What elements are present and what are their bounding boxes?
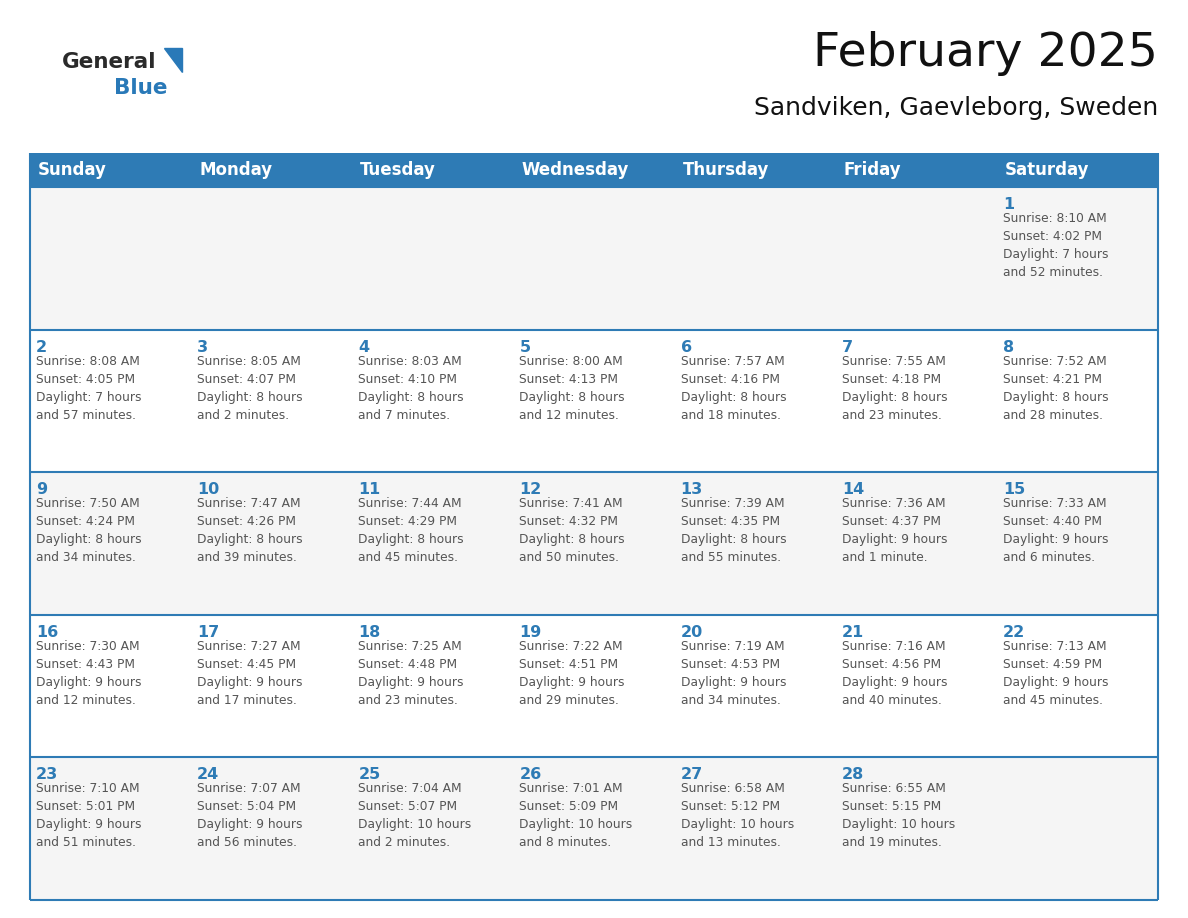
Text: 27: 27 <box>681 767 703 782</box>
Text: Blue: Blue <box>114 78 168 98</box>
Text: Sunrise: 7:36 AM
Sunset: 4:37 PM
Daylight: 9 hours
and 1 minute.: Sunrise: 7:36 AM Sunset: 4:37 PM Dayligh… <box>842 498 947 565</box>
Bar <box>30 472 1158 615</box>
Text: 12: 12 <box>519 482 542 498</box>
Text: 5: 5 <box>519 340 531 354</box>
Text: 25: 25 <box>359 767 380 782</box>
Text: Sunrise: 7:01 AM
Sunset: 5:09 PM
Daylight: 10 hours
and 8 minutes.: Sunrise: 7:01 AM Sunset: 5:09 PM Dayligh… <box>519 782 633 849</box>
Text: Sunrise: 7:16 AM
Sunset: 4:56 PM
Daylight: 9 hours
and 40 minutes.: Sunrise: 7:16 AM Sunset: 4:56 PM Dayligh… <box>842 640 947 707</box>
Bar <box>30 615 1158 757</box>
Text: Sunrise: 8:08 AM
Sunset: 4:05 PM
Daylight: 7 hours
and 57 minutes.: Sunrise: 8:08 AM Sunset: 4:05 PM Dayligh… <box>36 354 141 421</box>
Text: 8: 8 <box>1003 340 1015 354</box>
Text: 10: 10 <box>197 482 220 498</box>
Text: 15: 15 <box>1003 482 1025 498</box>
Text: 14: 14 <box>842 482 864 498</box>
Text: 16: 16 <box>36 625 58 640</box>
Bar <box>30 153 1158 187</box>
Text: 1: 1 <box>1003 197 1015 212</box>
Text: 9: 9 <box>36 482 48 498</box>
Text: Sunrise: 8:10 AM
Sunset: 4:02 PM
Daylight: 7 hours
and 52 minutes.: Sunrise: 8:10 AM Sunset: 4:02 PM Dayligh… <box>1003 212 1108 279</box>
Text: Sunday: Sunday <box>38 161 107 179</box>
Polygon shape <box>164 48 182 72</box>
Text: Sunrise: 7:04 AM
Sunset: 5:07 PM
Daylight: 10 hours
and 2 minutes.: Sunrise: 7:04 AM Sunset: 5:07 PM Dayligh… <box>359 782 472 849</box>
Text: Sunrise: 8:00 AM
Sunset: 4:13 PM
Daylight: 8 hours
and 12 minutes.: Sunrise: 8:00 AM Sunset: 4:13 PM Dayligh… <box>519 354 625 421</box>
Bar <box>30 187 1158 330</box>
Text: Sunrise: 7:39 AM
Sunset: 4:35 PM
Daylight: 8 hours
and 55 minutes.: Sunrise: 7:39 AM Sunset: 4:35 PM Dayligh… <box>681 498 786 565</box>
Text: Sunrise: 7:25 AM
Sunset: 4:48 PM
Daylight: 9 hours
and 23 minutes.: Sunrise: 7:25 AM Sunset: 4:48 PM Dayligh… <box>359 640 463 707</box>
Text: Sunrise: 7:27 AM
Sunset: 4:45 PM
Daylight: 9 hours
and 17 minutes.: Sunrise: 7:27 AM Sunset: 4:45 PM Dayligh… <box>197 640 303 707</box>
Text: Sunrise: 7:22 AM
Sunset: 4:51 PM
Daylight: 9 hours
and 29 minutes.: Sunrise: 7:22 AM Sunset: 4:51 PM Dayligh… <box>519 640 625 707</box>
Text: Sunrise: 7:44 AM
Sunset: 4:29 PM
Daylight: 8 hours
and 45 minutes.: Sunrise: 7:44 AM Sunset: 4:29 PM Dayligh… <box>359 498 463 565</box>
Text: Friday: Friday <box>843 161 902 179</box>
Text: Sunrise: 8:05 AM
Sunset: 4:07 PM
Daylight: 8 hours
and 2 minutes.: Sunrise: 8:05 AM Sunset: 4:07 PM Dayligh… <box>197 354 303 421</box>
Text: 13: 13 <box>681 482 703 498</box>
Text: Tuesday: Tuesday <box>360 161 436 179</box>
Text: Sunrise: 6:55 AM
Sunset: 5:15 PM
Daylight: 10 hours
and 19 minutes.: Sunrise: 6:55 AM Sunset: 5:15 PM Dayligh… <box>842 782 955 849</box>
Text: Thursday: Thursday <box>683 161 769 179</box>
Text: 7: 7 <box>842 340 853 354</box>
Text: 4: 4 <box>359 340 369 354</box>
Text: General: General <box>62 52 157 72</box>
Bar <box>30 330 1158 472</box>
Text: 21: 21 <box>842 625 864 640</box>
Text: 24: 24 <box>197 767 220 782</box>
Text: 3: 3 <box>197 340 208 354</box>
Text: 17: 17 <box>197 625 220 640</box>
Text: Sunrise: 7:55 AM
Sunset: 4:18 PM
Daylight: 8 hours
and 23 minutes.: Sunrise: 7:55 AM Sunset: 4:18 PM Dayligh… <box>842 354 947 421</box>
Text: Sunrise: 6:58 AM
Sunset: 5:12 PM
Daylight: 10 hours
and 13 minutes.: Sunrise: 6:58 AM Sunset: 5:12 PM Dayligh… <box>681 782 794 849</box>
Text: Sunrise: 7:10 AM
Sunset: 5:01 PM
Daylight: 9 hours
and 51 minutes.: Sunrise: 7:10 AM Sunset: 5:01 PM Dayligh… <box>36 782 141 849</box>
Text: Sunrise: 7:33 AM
Sunset: 4:40 PM
Daylight: 9 hours
and 6 minutes.: Sunrise: 7:33 AM Sunset: 4:40 PM Dayligh… <box>1003 498 1108 565</box>
Text: 22: 22 <box>1003 625 1025 640</box>
Text: Sunrise: 7:57 AM
Sunset: 4:16 PM
Daylight: 8 hours
and 18 minutes.: Sunrise: 7:57 AM Sunset: 4:16 PM Dayligh… <box>681 354 786 421</box>
Bar <box>30 757 1158 900</box>
Text: February 2025: February 2025 <box>813 30 1158 75</box>
Text: 2: 2 <box>36 340 48 354</box>
Text: Monday: Monday <box>200 161 272 179</box>
Text: 18: 18 <box>359 625 380 640</box>
Text: Sunrise: 7:47 AM
Sunset: 4:26 PM
Daylight: 8 hours
and 39 minutes.: Sunrise: 7:47 AM Sunset: 4:26 PM Dayligh… <box>197 498 303 565</box>
Text: 26: 26 <box>519 767 542 782</box>
Text: 23: 23 <box>36 767 58 782</box>
Text: Saturday: Saturday <box>1005 161 1089 179</box>
Text: Sunrise: 7:07 AM
Sunset: 5:04 PM
Daylight: 9 hours
and 56 minutes.: Sunrise: 7:07 AM Sunset: 5:04 PM Dayligh… <box>197 782 303 849</box>
Text: 11: 11 <box>359 482 380 498</box>
Text: Sunrise: 7:13 AM
Sunset: 4:59 PM
Daylight: 9 hours
and 45 minutes.: Sunrise: 7:13 AM Sunset: 4:59 PM Dayligh… <box>1003 640 1108 707</box>
Text: Sunrise: 7:50 AM
Sunset: 4:24 PM
Daylight: 8 hours
and 34 minutes.: Sunrise: 7:50 AM Sunset: 4:24 PM Dayligh… <box>36 498 141 565</box>
Text: Sunrise: 7:52 AM
Sunset: 4:21 PM
Daylight: 8 hours
and 28 minutes.: Sunrise: 7:52 AM Sunset: 4:21 PM Dayligh… <box>1003 354 1108 421</box>
Text: 19: 19 <box>519 625 542 640</box>
Text: Sunrise: 8:03 AM
Sunset: 4:10 PM
Daylight: 8 hours
and 7 minutes.: Sunrise: 8:03 AM Sunset: 4:10 PM Dayligh… <box>359 354 463 421</box>
Text: Sunrise: 7:19 AM
Sunset: 4:53 PM
Daylight: 9 hours
and 34 minutes.: Sunrise: 7:19 AM Sunset: 4:53 PM Dayligh… <box>681 640 786 707</box>
Text: Sunrise: 7:41 AM
Sunset: 4:32 PM
Daylight: 8 hours
and 50 minutes.: Sunrise: 7:41 AM Sunset: 4:32 PM Dayligh… <box>519 498 625 565</box>
Text: 28: 28 <box>842 767 864 782</box>
Text: Sandviken, Gaevleborg, Sweden: Sandviken, Gaevleborg, Sweden <box>753 96 1158 120</box>
Text: Sunrise: 7:30 AM
Sunset: 4:43 PM
Daylight: 9 hours
and 12 minutes.: Sunrise: 7:30 AM Sunset: 4:43 PM Dayligh… <box>36 640 141 707</box>
Text: 20: 20 <box>681 625 703 640</box>
Text: Wednesday: Wednesday <box>522 161 628 179</box>
Text: 6: 6 <box>681 340 691 354</box>
